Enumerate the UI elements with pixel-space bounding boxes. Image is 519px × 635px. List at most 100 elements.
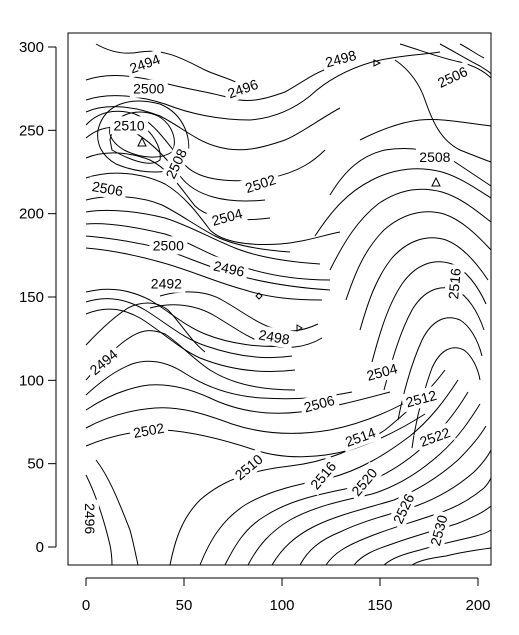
extremum-marker [255, 292, 263, 300]
contour-line [383, 529, 492, 566]
contour-label-bg [413, 422, 456, 452]
contour-line [85, 474, 113, 566]
contour-line [329, 148, 492, 196]
contour-label-bg [87, 176, 128, 201]
contour-line [85, 288, 291, 347]
contour-label-bg [320, 45, 362, 73]
contour-label-bg [431, 60, 474, 94]
contour-line [383, 287, 485, 391]
contour-label: 2492 [151, 276, 182, 292]
contour-label: 2512 [404, 387, 438, 411]
y-tick-label: 100 [19, 372, 44, 389]
contour-line [85, 298, 293, 358]
contour-line [85, 110, 326, 182]
contour-label: 2506 [91, 178, 125, 199]
y-tick-label: 250 [19, 122, 44, 139]
contour-label-bg [239, 169, 282, 199]
x-axis: 0 50 100 150 200 [82, 577, 491, 614]
contour-line [85, 247, 323, 301]
contour-label: 2498 [257, 326, 291, 347]
contour-line [439, 43, 492, 75]
contour-label-bg [159, 142, 193, 185]
x-tick-label: 150 [367, 597, 392, 614]
contour-line [459, 43, 485, 59]
extremum-marker [431, 176, 441, 187]
contour-label-bg [123, 48, 166, 79]
contour-label-bg [149, 236, 188, 255]
contour-line [329, 188, 492, 271]
contour-label-bg [304, 454, 343, 496]
contour-label-bg [147, 274, 186, 293]
contour-line [299, 449, 492, 566]
contour-line [85, 126, 266, 202]
contour-line [159, 291, 319, 332]
contour-label: 2504 [210, 205, 244, 229]
contour-label-bg [83, 342, 124, 382]
contour-label-bg [208, 255, 250, 282]
contour-line [399, 43, 492, 79]
y-tick-label: 50 [27, 456, 44, 473]
x-tick-label: 100 [269, 597, 294, 614]
contour-line [85, 308, 296, 372]
contour-label: 2496 [82, 503, 98, 534]
x-tick-label: 200 [465, 597, 490, 614]
extremum-marker [296, 324, 303, 332]
contour-line [85, 235, 331, 291]
contour-label: 2500 [133, 81, 164, 97]
contour-label: 2496 [212, 258, 246, 280]
contour-label-bg [298, 390, 340, 418]
contour-line [95, 459, 139, 566]
contour-line [397, 317, 483, 421]
extremum-marker [137, 136, 147, 147]
contour-line [353, 505, 492, 566]
contour-label: 2510 [114, 117, 145, 133]
contour-line [371, 261, 487, 363]
contour-line [95, 43, 249, 93]
contour-label-bg [129, 79, 168, 98]
contour-line [345, 211, 492, 301]
contour-line [85, 360, 353, 400]
contour-label-bg [221, 73, 264, 104]
contour-label-bg [128, 418, 169, 443]
contour-label-bg [339, 422, 382, 452]
contour-line [149, 304, 323, 348]
contour-label: 2506 [302, 392, 336, 416]
y-tick-label: 0 [36, 539, 44, 556]
local-extrema-markers [137, 59, 441, 332]
y-tick-label: 150 [19, 289, 44, 306]
contour-line [85, 106, 341, 151]
contour-label-bg [425, 509, 453, 552]
contour-line [271, 425, 487, 566]
contour-line [85, 384, 391, 414]
plot-frame [67, 32, 492, 566]
contour-line [411, 347, 481, 449]
x-tick-label: 0 [82, 597, 90, 614]
contour-label-bg [206, 203, 248, 231]
y-axis: 0 50 100 150 200 250 300 [19, 39, 57, 556]
contour-label-bg [228, 447, 270, 487]
contour-label-bg [415, 147, 454, 166]
contour-label-bg [400, 385, 442, 413]
contour-label-bg [361, 358, 403, 386]
contour-label-bg [110, 116, 149, 135]
contour-label: 2498 [324, 47, 358, 71]
y-tick-label: 300 [19, 39, 44, 56]
contour-label-bg [387, 487, 420, 530]
contour-line [85, 302, 206, 353]
contour-label: 2502 [132, 420, 166, 441]
contour-label-bg [253, 324, 295, 350]
contour-label-bg [345, 461, 384, 503]
contour-line [85, 399, 411, 434]
contour-line [411, 547, 492, 566]
contour-line [85, 209, 321, 265]
contour-line [394, 59, 492, 163]
contour-label-bg [443, 263, 466, 304]
contour-line [359, 237, 489, 331]
extremum-marker [373, 59, 382, 67]
contour-label: 2530 [427, 513, 451, 547]
contour-line [359, 118, 492, 141]
contour-label: 2508 [419, 149, 450, 165]
y-tick-label: 200 [19, 206, 44, 223]
contour-line [85, 223, 331, 281]
